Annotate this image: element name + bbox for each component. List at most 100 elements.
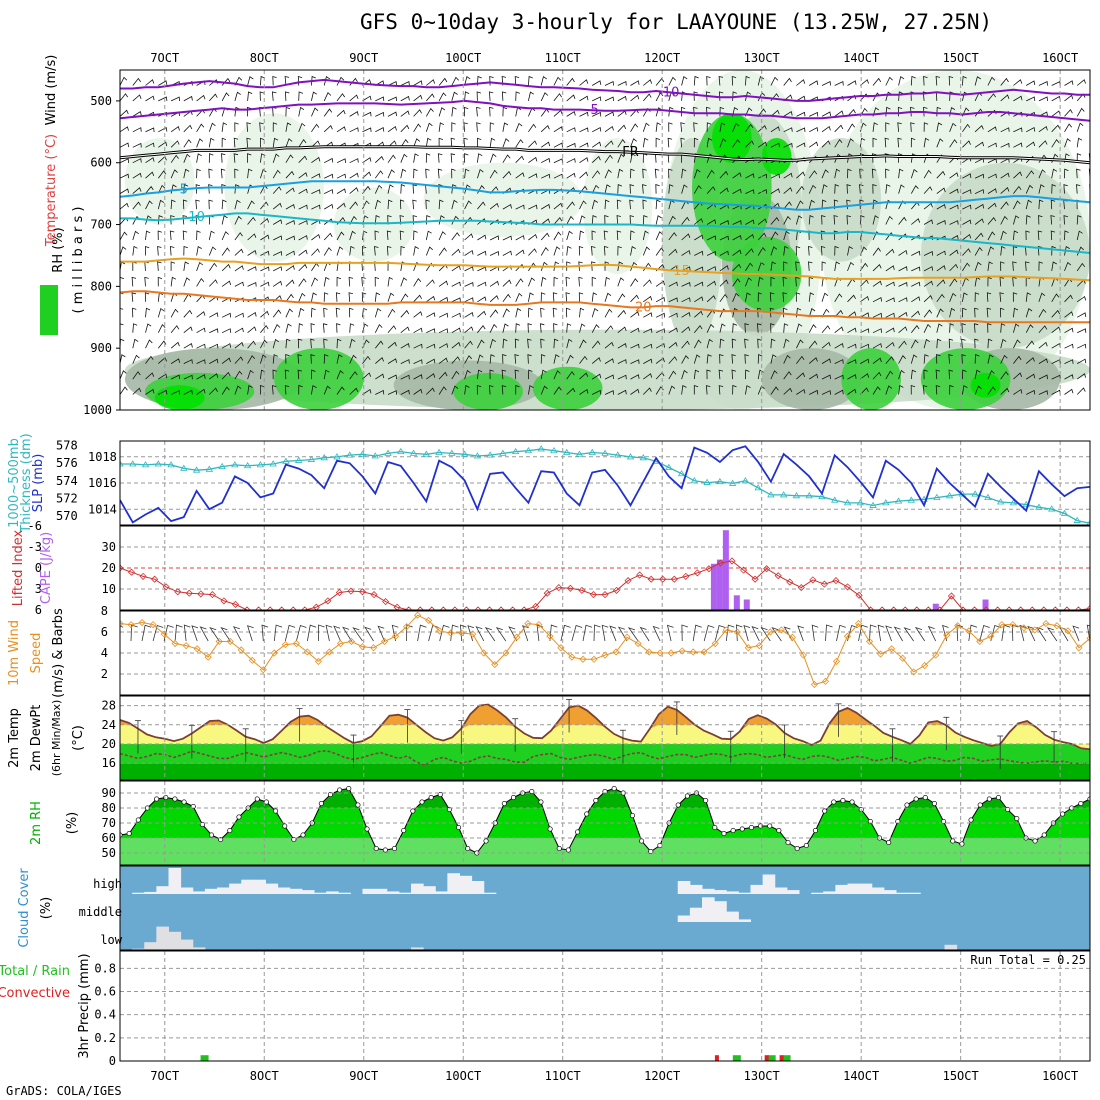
precip-frame bbox=[119, 950, 1091, 1062]
li-point bbox=[439, 606, 447, 610]
upper-wind-barb bbox=[834, 326, 844, 334]
upper-wind-barb bbox=[132, 142, 142, 148]
upper-wind-barb bbox=[629, 199, 634, 210]
upper-wind-barb bbox=[1013, 200, 1021, 210]
cape-bar bbox=[710, 563, 717, 610]
upper-wind-barb bbox=[820, 245, 826, 256]
upper-wind-barb bbox=[528, 204, 538, 210]
upper-wind-barb bbox=[962, 369, 967, 380]
upper-wind-barb bbox=[234, 232, 243, 241]
upper-wind-barb bbox=[591, 245, 596, 256]
rh-point bbox=[208, 832, 215, 838]
cape-bar bbox=[932, 603, 939, 610]
rh-point bbox=[1078, 800, 1084, 807]
upper-wind-barb bbox=[1026, 80, 1036, 86]
upper-wind-barb bbox=[808, 199, 815, 210]
upper-wind-barb bbox=[643, 387, 652, 395]
thickness-point bbox=[831, 496, 839, 503]
upper-wind-barb bbox=[489, 235, 500, 241]
upper-wind-barb bbox=[413, 359, 423, 364]
upper-wind-barb bbox=[145, 339, 153, 349]
wind-barb bbox=[377, 625, 385, 642]
upper-wind-barb bbox=[515, 249, 525, 256]
upper-wind-barb bbox=[234, 215, 242, 225]
upper-wind-barb bbox=[386, 245, 392, 256]
contour-line bbox=[120, 180, 1090, 211]
upper-wind-barb bbox=[630, 388, 640, 395]
li-point bbox=[670, 575, 678, 583]
upper-wind-barb bbox=[387, 125, 397, 133]
upper-wind-barb bbox=[234, 199, 241, 210]
upper-wind-barb bbox=[234, 312, 244, 318]
upper-wind-barb bbox=[120, 202, 129, 210]
upper-wind-barb bbox=[898, 91, 904, 101]
upper-wind-barb bbox=[145, 79, 155, 86]
upper-wind-barb bbox=[285, 279, 295, 287]
rh-shade-area bbox=[692, 113, 772, 262]
upper-wind-barb bbox=[962, 385, 968, 395]
upper-wind-barb bbox=[272, 202, 282, 210]
rh-point bbox=[822, 808, 828, 814]
upper-wind-barb bbox=[451, 76, 459, 86]
upper-wind-barb bbox=[885, 184, 891, 194]
thickness-point bbox=[690, 477, 699, 484]
upper-wind-barb bbox=[655, 184, 660, 194]
li-point bbox=[601, 591, 609, 599]
li-point bbox=[740, 566, 748, 574]
thickness-point bbox=[588, 448, 596, 455]
upper-wind-barb bbox=[668, 76, 676, 86]
upper-wind-barb bbox=[872, 343, 882, 349]
temp-label-b: 2m DewPt bbox=[29, 705, 44, 772]
upper-wind-barb bbox=[374, 292, 381, 302]
x-tick-label: 15OCT bbox=[943, 51, 979, 65]
upper-wind-barb bbox=[120, 142, 129, 148]
upper-wind-barb bbox=[796, 323, 803, 333]
upper-wind-barb bbox=[145, 215, 152, 225]
upper-wind-barb bbox=[1077, 343, 1087, 349]
upper-wind-barb bbox=[936, 250, 946, 256]
rh-point bbox=[437, 791, 443, 798]
wind-speed-point bbox=[171, 639, 179, 648]
upper-wind-barb bbox=[630, 294, 639, 303]
upper-wind-barb bbox=[426, 79, 436, 86]
upper-wind-barb bbox=[400, 80, 410, 86]
upper-wind-barb bbox=[796, 79, 806, 86]
upper-wind-barb bbox=[515, 278, 524, 287]
wind-speed-point bbox=[877, 650, 885, 658]
thickness-point bbox=[320, 454, 328, 461]
upper-wind-barb bbox=[298, 307, 305, 318]
upper-wind-barb bbox=[821, 169, 829, 179]
upper-wind-barb bbox=[987, 246, 995, 256]
upper-wind-barb bbox=[1000, 215, 1008, 225]
wind-speed-point bbox=[138, 618, 146, 627]
upper-wind-barb bbox=[196, 388, 206, 395]
upper-wind-barb bbox=[706, 338, 713, 349]
upper-wind-barb bbox=[374, 215, 380, 225]
upper-wind-barb bbox=[132, 187, 142, 194]
upper-wind-barb bbox=[757, 76, 765, 86]
upper-wind-barb bbox=[923, 75, 928, 86]
upper-wind-barb bbox=[426, 387, 435, 395]
wind-speed-point bbox=[623, 633, 631, 641]
upper-wind-barb bbox=[501, 369, 507, 380]
upper-wind-barb bbox=[1013, 142, 1023, 148]
upper-wind-barb bbox=[298, 220, 308, 225]
upper-wind-barb bbox=[324, 157, 334, 164]
upper-wind-barb bbox=[438, 199, 444, 210]
wind-speed-point bbox=[513, 633, 521, 641]
upper-wind-barb bbox=[489, 106, 494, 117]
upper-wind-barb bbox=[298, 323, 304, 333]
upper-wind-barb bbox=[514, 338, 520, 349]
upper-wind-barb bbox=[170, 215, 175, 225]
cape-bar bbox=[743, 599, 750, 610]
upper-wind-barb bbox=[885, 327, 895, 334]
upper-wind-barb bbox=[745, 189, 755, 194]
upper-wind-barb bbox=[566, 215, 574, 225]
x-tick-label: 13OCT bbox=[744, 51, 780, 65]
upper-wind-barb bbox=[1089, 316, 1090, 318]
upper-wind-barb bbox=[1000, 245, 1006, 256]
upper-wind-barb bbox=[617, 389, 627, 395]
upper-wind-barb bbox=[387, 184, 394, 194]
upper-wind-barb bbox=[528, 307, 533, 318]
upper-wind-barb bbox=[604, 276, 610, 287]
